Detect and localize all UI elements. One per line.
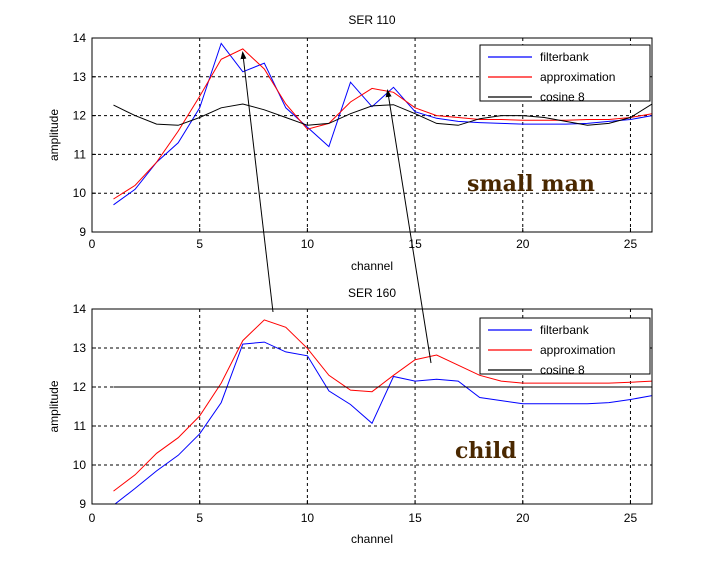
y-tick-label: 11 — [74, 147, 87, 161]
x-tick-label: 25 — [624, 237, 638, 251]
y-tick-label: 9 — [79, 497, 86, 511]
y-tick-label: 13 — [73, 341, 87, 355]
series-line-cosine-8 — [113, 103, 652, 126]
legend: filterbank approximation cosine 8 — [479, 317, 651, 377]
chart-title: SER 110 — [348, 13, 395, 27]
annotation-text: child — [455, 438, 517, 464]
y-tick-label: 12 — [73, 380, 87, 394]
y-tick-label: 14 — [73, 302, 87, 316]
x-tick-label: 0 — [89, 237, 96, 251]
x-tick-label: 10 — [301, 237, 315, 251]
x-tick-label: 5 — [196, 237, 203, 251]
subplot-2: 0 5 10 15 20 25 9 10 11 12 13 14 SER 160 channel ampli… — [47, 286, 653, 546]
legend-label: filterbank — [540, 323, 590, 337]
x-axis-label: channel — [351, 259, 393, 273]
y-axis-label: amplitude — [47, 109, 61, 161]
arrow-peak-1 — [240, 51, 274, 313]
chart-title: SER 160 — [348, 286, 396, 300]
x-tick-label: 15 — [408, 511, 422, 525]
subplot-1: 0 5 10 15 20 25 9 10 11 12 13 14 SER 110 channel ampli… — [47, 13, 653, 273]
legend-box — [479, 317, 651, 375]
y-tick-label: 11 — [74, 419, 87, 433]
axes-frame — [91, 37, 653, 233]
y-tick-label: 12 — [73, 109, 87, 123]
x-tick-label: 0 — [89, 511, 96, 525]
x-tick-label: 20 — [516, 511, 530, 525]
annotation-text: small man — [467, 171, 595, 197]
legend-label: approximation — [540, 70, 615, 84]
x-tick-label: 15 — [408, 237, 422, 251]
x-tick-label: 20 — [516, 237, 530, 251]
axes-frame — [91, 308, 653, 505]
arrow-peak-2 — [385, 89, 432, 364]
x-tick-label: 10 — [301, 511, 315, 525]
x-tick-label: 5 — [196, 511, 203, 525]
y-tick-label: 10 — [73, 458, 87, 472]
legend: filterbank approximation cosine 8 — [479, 44, 651, 104]
legend-label: filterbank — [540, 50, 590, 64]
y-tick-label: 9 — [79, 225, 86, 239]
series-line-filterbank — [113, 42, 652, 206]
legend-label: approximation — [540, 343, 615, 357]
legend-label: cosine 8 — [540, 90, 585, 104]
x-tick-label: 25 — [624, 511, 638, 525]
legend-box — [479, 44, 651, 102]
x-axis-label: channel — [351, 532, 393, 546]
y-tick-label: 14 — [73, 31, 87, 45]
y-tick-label: 13 — [73, 70, 87, 84]
series-line-approximation — [113, 319, 652, 492]
series-line-filterbank — [114, 341, 652, 504]
y-axis-label: amplitude — [47, 380, 61, 432]
y-tick-label: 10 — [73, 186, 87, 200]
legend-label: cosine 8 — [540, 363, 585, 377]
